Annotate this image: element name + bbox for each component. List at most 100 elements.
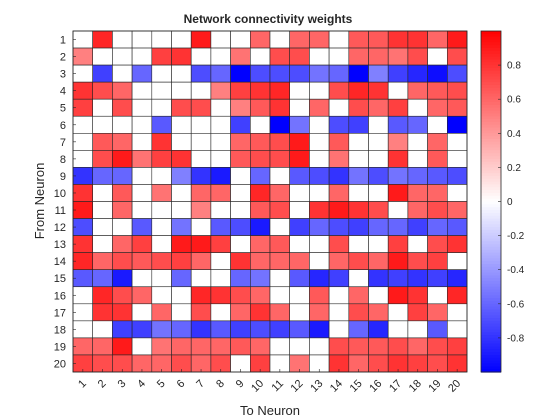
y-tick-label: 6	[60, 120, 66, 132]
heatmap-cell	[289, 337, 310, 356]
heatmap-cell	[427, 115, 448, 134]
colorbar-segment	[481, 298, 501, 302]
heatmap-cell	[309, 115, 330, 134]
y-tick-label: 20	[54, 358, 66, 370]
heatmap-cell	[210, 47, 231, 66]
heatmap-cell	[92, 252, 113, 270]
heatmap-cell	[348, 320, 369, 339]
colorbar-segment	[481, 50, 501, 55]
heatmap-cell	[328, 115, 350, 134]
heatmap-cell	[250, 269, 271, 288]
heatmap-cell	[427, 218, 448, 236]
heatmap-cell	[387, 320, 409, 339]
heatmap-cell	[210, 320, 231, 339]
heatmap-cell	[269, 218, 291, 236]
colorbar-segment	[481, 255, 501, 259]
heatmap-cell	[151, 235, 172, 253]
heatmap-cell	[230, 81, 251, 100]
colorbar-segment	[481, 76, 501, 80]
heatmap-cell	[92, 201, 113, 219]
heatmap-cell	[151, 218, 172, 236]
colorbar-segment	[481, 281, 501, 285]
heatmap-cell	[387, 64, 409, 83]
heatmap-cell	[289, 150, 310, 168]
heatmap-cell	[112, 184, 133, 202]
heatmap-cell	[348, 218, 369, 236]
heatmap-cell	[309, 269, 330, 288]
heatmap-cell	[269, 133, 291, 151]
colorbar-segment	[481, 158, 501, 163]
heatmap-cell	[92, 115, 113, 134]
heatmap-cell	[131, 81, 153, 100]
heatmap-cell	[269, 47, 291, 66]
heatmap-cell	[112, 81, 133, 100]
colorbar-segment	[481, 286, 501, 291]
colorbar-segment	[481, 130, 501, 134]
heatmap-cell	[131, 133, 153, 151]
colorbar-segment	[481, 181, 501, 186]
heatmap-cell	[309, 150, 330, 168]
heatmap-cell	[190, 320, 212, 339]
colorbar-segment	[481, 82, 501, 86]
colorbar-segment	[481, 144, 501, 149]
heatmap-cell	[269, 252, 291, 270]
heatmap-cell	[427, 269, 448, 288]
heatmap-cell	[210, 30, 231, 49]
colorbar-segment	[481, 87, 501, 92]
colorbar-segment	[481, 178, 501, 183]
heatmap-cell	[151, 320, 172, 339]
heatmap-cell	[368, 184, 389, 202]
x-tick-label: 7	[194, 378, 207, 391]
colorbar-segment	[481, 326, 501, 330]
heatmap-cell	[112, 47, 133, 66]
heatmap-cell	[289, 252, 310, 270]
heatmap-cell	[289, 218, 310, 236]
heatmap-cell	[446, 286, 468, 305]
heatmap-cell	[210, 286, 231, 305]
colorbar-segment	[481, 161, 501, 166]
y-tick-label: 5	[60, 103, 66, 115]
heatmap-cell	[289, 30, 310, 49]
heatmap-cell	[407, 30, 428, 49]
heatmap-cell	[309, 320, 330, 339]
heatmap-cell	[250, 218, 271, 236]
heatmap-cell	[446, 150, 468, 168]
colorbar-segment	[481, 318, 501, 322]
heatmap-cell	[269, 98, 291, 117]
heatmap-cell	[112, 133, 133, 151]
colorbar-tick-label: 0.4	[507, 129, 521, 140]
heatmap-cell	[289, 133, 310, 151]
heatmap-cell	[210, 81, 231, 100]
x-tick-label: 9	[234, 378, 247, 391]
colorbar-segment	[481, 156, 501, 160]
heatmap-cell	[112, 167, 133, 185]
heatmap-cell	[348, 303, 369, 322]
heatmap-cell	[190, 184, 212, 202]
x-tick-label: 5	[155, 378, 168, 391]
colorbar-segment	[481, 212, 501, 217]
colorbar-segment	[481, 190, 501, 194]
heatmap-cell	[112, 252, 133, 270]
heatmap-cell	[368, 269, 389, 288]
heatmap-cell	[171, 320, 192, 339]
heatmap-cell	[171, 269, 192, 288]
heatmap-cell	[269, 337, 291, 356]
heatmap-cell	[131, 320, 153, 339]
colorbar-segment	[481, 192, 501, 197]
heatmap-cell	[131, 98, 153, 117]
heatmap-cell	[328, 133, 350, 151]
heatmap-cell	[328, 30, 350, 49]
x-tick-label: 8	[214, 378, 227, 391]
heatmap-cell	[250, 133, 271, 151]
heatmap-cell	[328, 286, 350, 305]
heatmap-cell	[210, 337, 231, 356]
heatmap-cell	[348, 252, 369, 270]
colorbar-segment	[481, 164, 501, 168]
heatmap-cell	[190, 269, 212, 288]
heatmap-cell	[210, 184, 231, 202]
heatmap-cell	[348, 337, 369, 356]
colorbar-segment	[481, 84, 501, 89]
colorbar-segment	[481, 241, 501, 245]
colorbar-segment	[481, 266, 501, 271]
colorbar-segment	[481, 337, 501, 342]
